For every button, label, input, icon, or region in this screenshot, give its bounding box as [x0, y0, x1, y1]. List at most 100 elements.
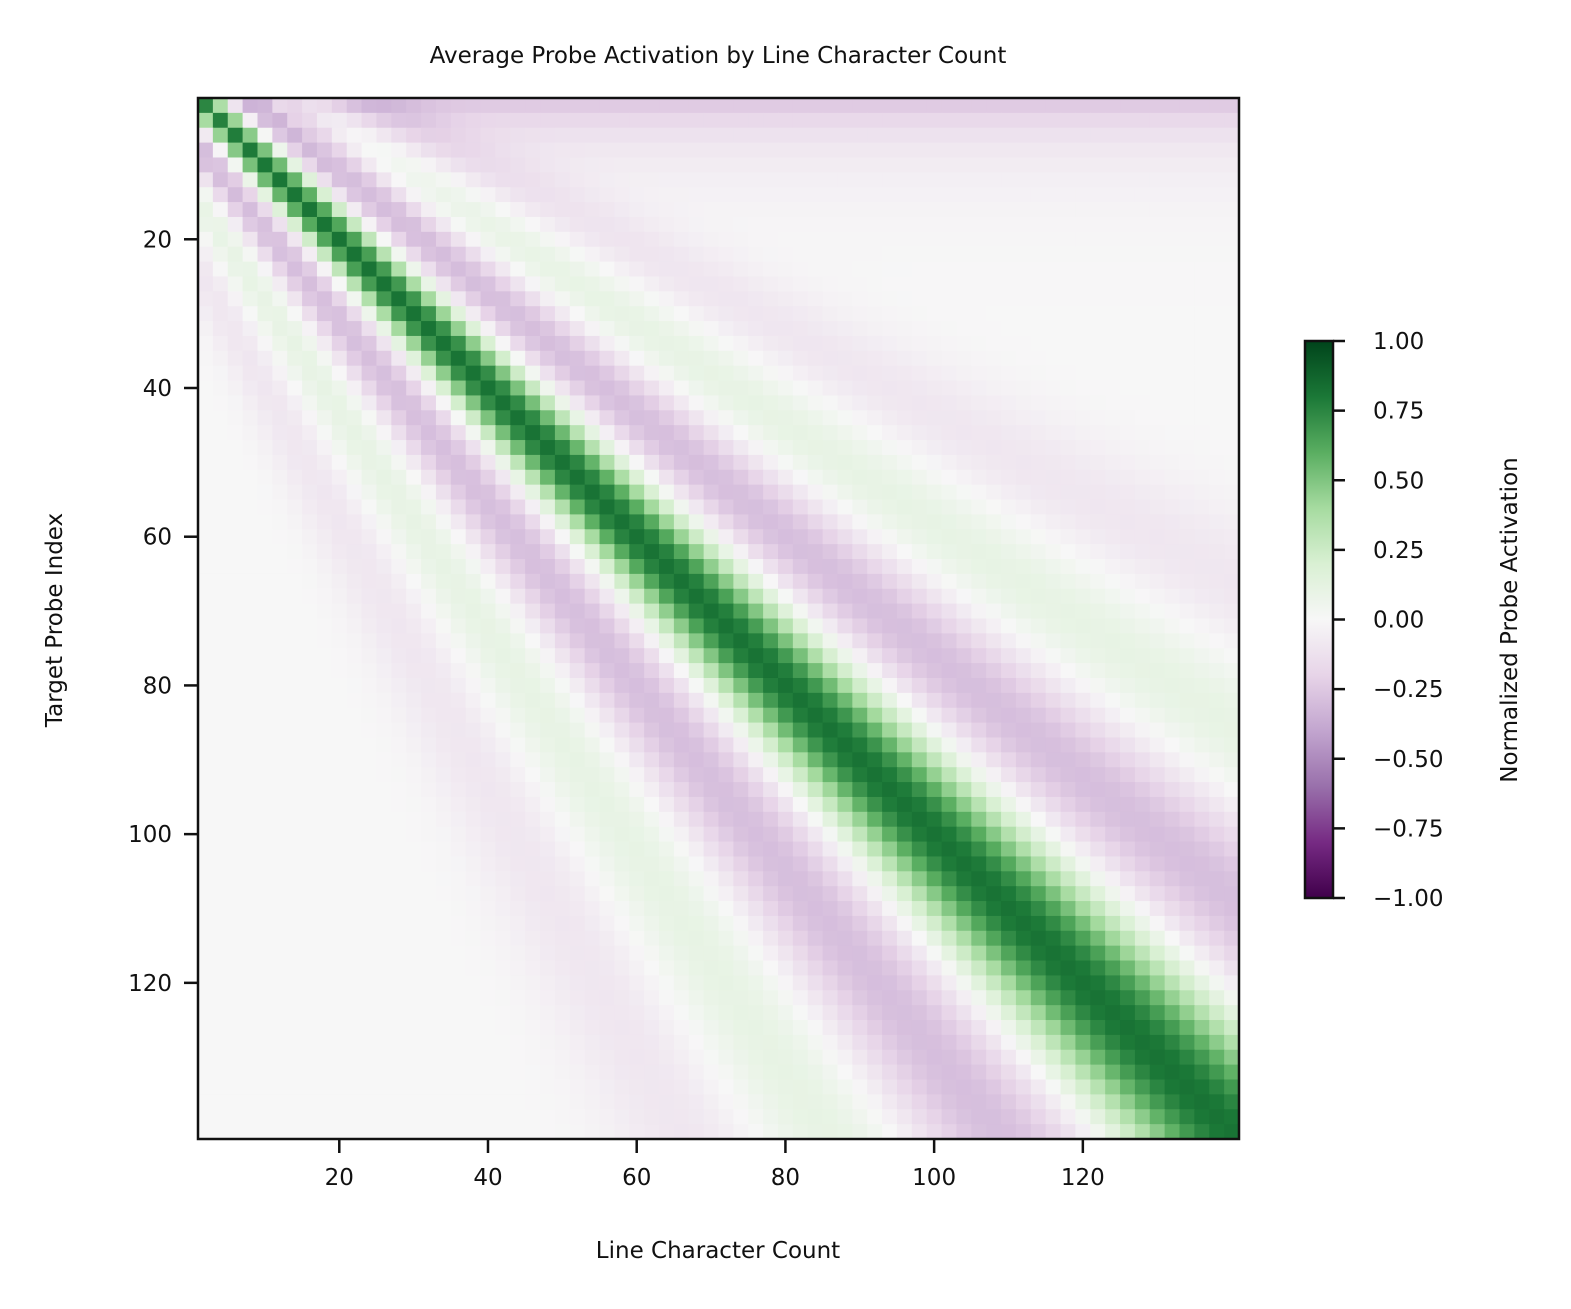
heatmap-cell [822, 276, 839, 292]
heatmap-cell [1090, 187, 1106, 203]
heatmap-cell [599, 216, 615, 233]
heatmap-cell [302, 811, 318, 828]
heatmap-cell [1164, 112, 1181, 129]
heatmap-cell [1209, 886, 1225, 902]
heatmap-cell [316, 886, 333, 902]
heatmap-cell [346, 306, 363, 322]
heatmap-cell [391, 737, 407, 753]
heatmap-cell [1224, 529, 1240, 545]
heatmap-cell [1164, 559, 1181, 575]
heatmap-cell [822, 157, 839, 173]
heatmap-cell [406, 1064, 422, 1081]
heatmap-cell [867, 841, 883, 858]
heatmap-cell [495, 231, 511, 248]
heatmap-cell [554, 990, 571, 1006]
heatmap-cell [792, 142, 809, 159]
heatmap-cell [391, 306, 407, 322]
heatmap-cell [807, 677, 824, 694]
heatmap-cell [1001, 707, 1017, 724]
heatmap-cell [406, 365, 422, 382]
heatmap-cell [822, 291, 839, 307]
heatmap-cell [465, 648, 482, 664]
heatmap-cell [302, 901, 318, 917]
heatmap-cell [822, 112, 839, 129]
heatmap-cell [614, 261, 630, 278]
heatmap-cell [1224, 1034, 1240, 1051]
heatmap-cell [659, 276, 675, 292]
heatmap-cell [376, 603, 392, 620]
heatmap-cell [465, 990, 482, 1006]
heatmap-cell [837, 202, 853, 218]
heatmap-cell [421, 796, 437, 813]
heatmap-cell [1224, 856, 1240, 872]
heatmap-cell [435, 945, 452, 962]
heatmap-cell [198, 618, 214, 634]
heatmap-cell [1060, 1094, 1077, 1110]
heatmap-cell [569, 276, 586, 292]
heatmap-cell [406, 960, 422, 977]
heatmap-cell [956, 782, 972, 798]
heatmap-cell [688, 514, 705, 530]
heatmap-cell [971, 559, 987, 575]
heatmap-cell [1001, 737, 1017, 753]
heatmap-cell [346, 871, 363, 887]
heatmap-cell [1149, 127, 1166, 144]
heatmap-cell [718, 618, 734, 634]
heatmap-cell [748, 231, 764, 248]
heatmap-cell [763, 737, 779, 753]
heatmap-cell [465, 1049, 482, 1066]
heatmap-cell [1105, 425, 1121, 441]
heatmap-cell [1060, 782, 1077, 798]
heatmap-cell [1149, 98, 1166, 114]
heatmap-cell [629, 1079, 645, 1095]
heatmap-cell [1194, 752, 1210, 768]
heatmap-cell [1090, 261, 1106, 278]
heatmap-cell [792, 901, 809, 917]
heatmap-cell [1224, 157, 1240, 173]
heatmap-cell [703, 588, 720, 605]
heatmap-cell [1045, 440, 1062, 456]
heatmap-cell [882, 603, 898, 620]
heatmap-cell [242, 826, 259, 843]
heatmap-cell [763, 335, 779, 352]
heatmap-cell [1001, 544, 1017, 560]
heatmap-cell [807, 410, 824, 426]
heatmap-cell [257, 529, 273, 545]
heatmap-cell [733, 618, 749, 634]
heatmap-cell [763, 603, 779, 620]
heatmap-cell [867, 1034, 883, 1051]
heatmap-cell [1001, 395, 1017, 411]
heatmap-cell [1164, 573, 1181, 590]
heatmap-cell [361, 127, 378, 144]
heatmap-cell [941, 603, 958, 620]
heatmap-cell [644, 425, 660, 441]
heatmap-cell [822, 752, 839, 768]
heatmap-cell [391, 157, 407, 173]
heatmap-cell [867, 306, 883, 322]
heatmap-cell [316, 707, 333, 724]
heatmap-cell [435, 603, 452, 620]
heatmap-cell [1224, 930, 1240, 947]
heatmap-cell [867, 915, 883, 932]
heatmap-cell [287, 127, 303, 144]
chart-title: Average Probe Activation by Line Charact… [430, 43, 1007, 69]
heatmap-cell [718, 559, 734, 575]
heatmap-cell [1105, 1124, 1121, 1140]
heatmap-cell [986, 633, 1002, 649]
heatmap-cell [1194, 1020, 1210, 1036]
heatmap-cell [198, 826, 214, 843]
heatmap-cell [971, 157, 987, 173]
heatmap-cell [896, 231, 913, 248]
heatmap-cell [911, 261, 928, 278]
heatmap-cell [1120, 945, 1136, 962]
heatmap-cell [1120, 826, 1136, 843]
heatmap-cell [302, 172, 318, 188]
heatmap-cell [257, 796, 273, 813]
heatmap-cell [450, 1094, 467, 1110]
heatmap-cell [569, 514, 586, 530]
heatmap-cell [510, 484, 526, 501]
heatmap-cell [1001, 380, 1017, 397]
heatmap-cell [302, 1064, 318, 1081]
heatmap-cell [822, 187, 839, 203]
heatmap-cell [659, 425, 675, 441]
